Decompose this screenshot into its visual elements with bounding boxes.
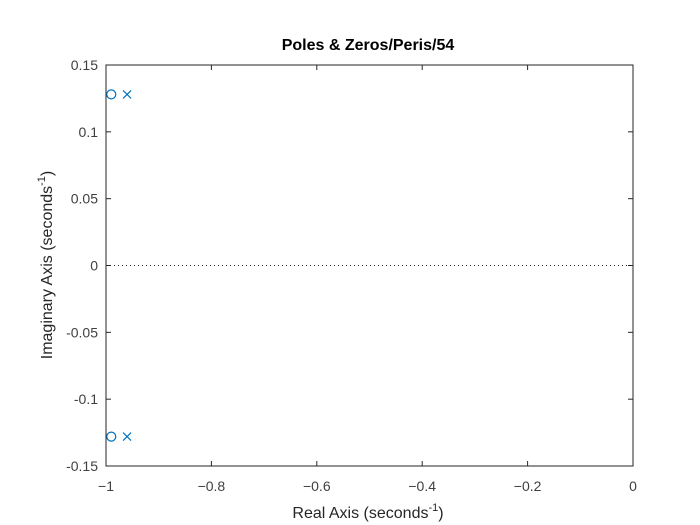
x-axis-label: Real Axis (seconds-1) xyxy=(292,502,443,522)
x-tick-label: −0.8 xyxy=(198,478,226,494)
y-tick-label: 0 xyxy=(90,258,98,274)
y-axis-label: Imaginary Axis (seconds-1) xyxy=(36,171,56,360)
y-axis-ticks: 0.15 0.1 0.05 0 -0.05 -0.1 -0.15 xyxy=(66,57,633,474)
y-axis-label-superscript: -1 xyxy=(36,176,48,186)
y-tick-label: 0.15 xyxy=(71,57,98,73)
y-tick-label: -0.05 xyxy=(66,324,98,340)
x-axis-ticks: −1 −0.8 −0.6 −0.4 −0.2 0 xyxy=(98,65,637,494)
y-tick-label: -0.15 xyxy=(66,458,98,474)
x-tick-label: −0.2 xyxy=(514,478,542,494)
chart-title: Poles & Zeros/Peris/54 xyxy=(282,37,455,54)
plot-area xyxy=(105,64,634,467)
y-tick-label: -0.1 xyxy=(74,391,98,407)
zero-marker xyxy=(106,89,117,100)
x-axis-label-suffix: ) xyxy=(438,505,443,522)
y-axis-label-text: Imaginary Axis (seconds xyxy=(39,186,56,359)
pole-marker xyxy=(122,89,132,99)
zero-marker xyxy=(106,431,117,442)
pole-marker xyxy=(122,432,132,442)
x-axis-label-text: Real Axis (seconds xyxy=(292,505,428,522)
y-axis-label-suffix: ) xyxy=(39,171,56,176)
y-tick-label: 0.1 xyxy=(79,124,99,140)
x-tick-label: −0.6 xyxy=(303,478,331,494)
x-axis-label-superscript: -1 xyxy=(428,502,438,514)
y-tick-label: 0.05 xyxy=(71,191,98,207)
x-tick-label: −1 xyxy=(98,478,114,494)
x-tick-label: −0.4 xyxy=(408,478,436,494)
pole-zero-markers xyxy=(106,89,132,442)
x-tick-label: 0 xyxy=(629,478,637,494)
